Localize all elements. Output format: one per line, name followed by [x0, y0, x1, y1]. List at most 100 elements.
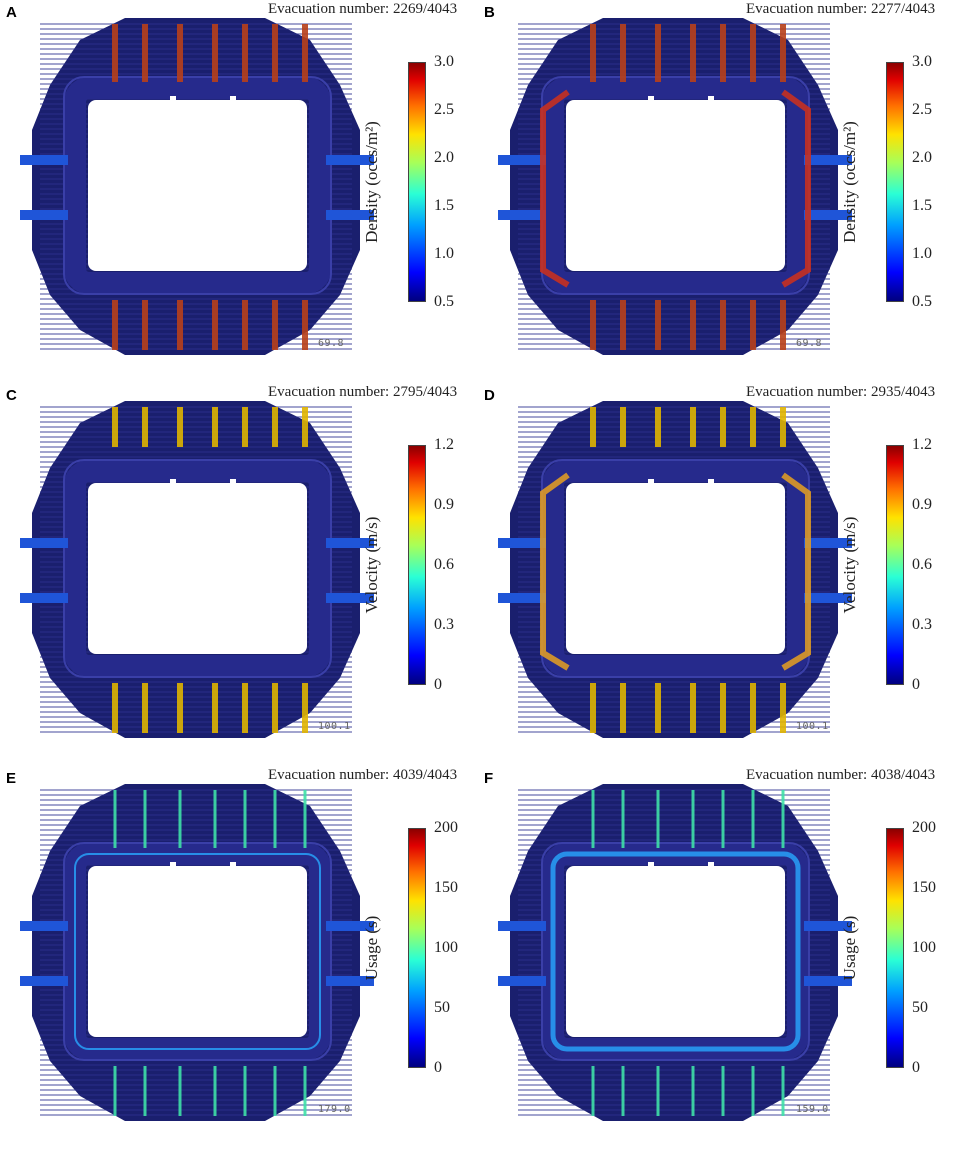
- ring-corridor: [64, 460, 331, 677]
- timestamp: 159.0: [796, 1104, 829, 1115]
- door-marker: [170, 479, 176, 489]
- colorbar: Velocity (m/s) 1.2 0.9 0.6 0.3 0: [840, 436, 946, 693]
- colorbar-tick-label: 0.3: [434, 616, 454, 633]
- heatmap-plan: [498, 401, 852, 738]
- colorbar-tick-label: 2.0: [912, 149, 932, 166]
- colorbar-tick-label: 2.5: [912, 101, 932, 118]
- evacuation-number: Evacuation number: 2277/4043: [746, 1, 936, 17]
- ring-corridor: [542, 77, 809, 294]
- west-exit: [20, 593, 68, 603]
- east-exit: [804, 976, 852, 986]
- door-marker: [230, 96, 236, 106]
- colorbar-tick-label: 100: [912, 939, 936, 956]
- station-floorplan: [498, 18, 852, 355]
- colorbar-tick-label: 0: [434, 676, 442, 693]
- colorbar: Usage (s) 200 150 100 50 0: [840, 819, 946, 1076]
- west-exit: [498, 976, 546, 986]
- corridor-edge: [63, 842, 332, 1061]
- colorbar-gradient: [408, 445, 426, 685]
- east-exit: [326, 155, 374, 165]
- colorbar-tick-label: 0.9: [434, 496, 454, 513]
- evacuation-number: Evacuation number: 4039/4043: [268, 767, 458, 783]
- evacuation-number: Evacuation number: 2795/4043: [268, 384, 458, 400]
- west-exit: [20, 155, 68, 165]
- panel-d: D Evacuation number: 2935/4043 Velocity (m…: [478, 383, 956, 766]
- colorbar-tick-label: 0.5: [912, 293, 932, 310]
- colorbar-title: Velocity (m/s): [840, 516, 859, 614]
- panel-f: F Evacuation number: 4038/4043 Usage (s) 20…: [478, 766, 956, 1149]
- colorbar-tick-label: 0.9: [912, 496, 932, 513]
- evacuation-number: Evacuation number: 4038/4043: [746, 767, 936, 783]
- evacuation-number: Evacuation number: 2269/4043: [268, 1, 458, 17]
- panel-e: E Evacuation number: 4039/4043 Usage (s) 20…: [0, 766, 478, 1149]
- colorbar-tick-label: 50: [434, 999, 450, 1016]
- timestamp: 100.1: [796, 721, 829, 732]
- central-hall: [566, 866, 785, 1037]
- central-hall: [88, 100, 307, 271]
- colorbar: Density (occs/m²) 3.0 2.5 2.0 1.5 1.0 0.5: [840, 53, 946, 310]
- corridor-edge: [63, 459, 332, 678]
- door-marker: [170, 96, 176, 106]
- central-hall: [566, 100, 785, 271]
- corridor-edge: [541, 842, 810, 1061]
- central-hall: [88, 483, 307, 654]
- door-marker: [230, 479, 236, 489]
- east-exit: [326, 538, 374, 548]
- timestamp: 179.0: [318, 1104, 351, 1115]
- colorbar-tick-label: 1.2: [434, 436, 454, 453]
- colorbar-tick-label: 100: [434, 939, 458, 956]
- central-hall: [88, 866, 307, 1037]
- colorbar-tick-label: 1.0: [912, 245, 932, 262]
- east-exit: [326, 976, 374, 986]
- heatmap-plan: [20, 784, 374, 1121]
- west-exit: [20, 921, 68, 931]
- door-marker: [230, 862, 236, 872]
- panel-label: E: [6, 770, 17, 787]
- timestamp: 69.8: [796, 338, 823, 349]
- station-floorplan: [20, 401, 374, 738]
- panel-a: A Evacuation number: 2269/4043 Density (oc…: [0, 0, 478, 383]
- door-marker: [648, 862, 654, 872]
- colorbar: Density (occs/m²) 3.0 2.5 2.0 1.5 1.0 0.5: [362, 53, 468, 310]
- east-exit: [326, 921, 374, 931]
- east-exit: [326, 593, 374, 603]
- colorbar-tick-label: 1.5: [912, 197, 932, 214]
- ring-corridor: [64, 77, 331, 294]
- station-floorplan: [20, 784, 374, 1121]
- heatmap-plan: [498, 18, 852, 355]
- door-marker: [708, 96, 714, 106]
- panel-c: C Evacuation number: 2795/4043 Velocity (m…: [0, 383, 478, 766]
- timestamp: 100.1: [318, 721, 351, 732]
- colorbar-title: Density (occs/m²): [362, 121, 381, 243]
- colorbar-tick-label: 2.0: [434, 149, 454, 166]
- panel-b: B Evacuation number: 2277/4043 Density (oc…: [478, 0, 956, 383]
- colorbar: Velocity (m/s) 1.2 0.9 0.6 0.3 0: [362, 436, 468, 693]
- station-floorplan: [498, 784, 852, 1121]
- colorbar-tick-label: 2.5: [434, 101, 454, 118]
- colorbar-tick-label: 0: [912, 676, 920, 693]
- heatmap-plan: [20, 18, 374, 355]
- colorbar-tick-label: 0.3: [912, 616, 932, 633]
- colorbar-tick-label: 1.5: [434, 197, 454, 214]
- door-marker: [708, 862, 714, 872]
- west-exit: [20, 976, 68, 986]
- door-marker: [708, 479, 714, 489]
- west-exit: [498, 210, 546, 220]
- east-exit: [804, 538, 852, 548]
- west-exit: [20, 538, 68, 548]
- evacuation-number: Evacuation number: 2935/4043: [746, 384, 936, 400]
- heatmap-plan: [498, 784, 852, 1121]
- east-exit: [804, 210, 852, 220]
- colorbar-tick-label: 3.0: [912, 53, 932, 70]
- colorbar-tick-label: 50: [912, 999, 928, 1016]
- panel-label: D: [484, 387, 495, 404]
- west-exit: [20, 210, 68, 220]
- colorbar-gradient: [408, 62, 426, 302]
- colorbar-tick-label: 0.5: [434, 293, 454, 310]
- colorbar-title: Usage (s): [840, 915, 859, 981]
- panel-label: A: [6, 4, 17, 21]
- colorbar-tick-label: 1.2: [912, 436, 932, 453]
- colorbar-gradient: [886, 445, 904, 685]
- colorbar-tick-label: 200: [912, 819, 936, 836]
- colorbar-tick-label: 0: [912, 1059, 920, 1076]
